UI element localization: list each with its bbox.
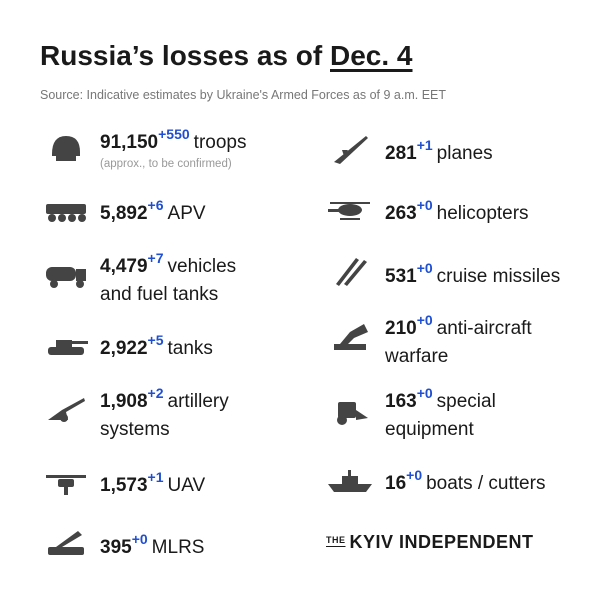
delta: +0 [406,467,423,483]
icon [48,531,84,555]
loss-item: 5,892+6 APV [100,197,206,228]
title: Russia’s losses as of Dec. 4 [40,40,413,72]
first-line: 531+0 cruise missiles [385,260,561,291]
delta: +0 [416,197,433,213]
value: 1,908 [100,391,148,412]
label: tanks [167,338,213,359]
loss-item: 1,573+1 UAV [100,469,206,500]
icon [48,340,88,355]
icon [52,136,80,161]
label-line: and fuel tanks [100,281,236,308]
delta: +6 [147,197,164,213]
first-line: 16+0 boats / cutters [385,467,546,498]
value: 1,573 [100,475,148,496]
loss-item: 263+0 helicopters [385,197,529,228]
icon [48,398,85,422]
value: 163 [385,391,417,412]
source: Source: Indicative estimates by Ukraine'… [40,88,447,102]
icon [337,402,368,425]
label-line: warfare [385,343,532,370]
loss-item: 281+1 planes [385,137,493,168]
icon [328,202,370,220]
delta: +0 [131,531,148,547]
delta: +0 [416,385,433,401]
loss-item: 531+0 cruise missiles [385,260,561,291]
delta: +550 [158,126,190,142]
loss-item: 210+0 anti-aircraft warfare [385,312,532,370]
label: systems [100,419,170,440]
value: 16 [385,473,407,494]
first-line: 1,908+2 artillery [100,385,229,416]
label: helicopters [436,203,529,224]
label: special [436,391,496,412]
icon [336,258,367,286]
first-line: 4,479+7 vehicles [100,250,237,281]
icon [328,470,372,492]
delta: +2 [147,385,164,401]
label: anti-aircraft [436,318,532,339]
loss-item: 4,479+7 vehicles and fuel tanks [100,250,237,308]
logo-the: THE [326,535,346,545]
value: 2,922 [100,338,148,359]
delta: +7 [147,250,164,266]
icon [46,267,86,288]
first-line: 395+0 MLRS [100,531,205,562]
value: 395 [100,537,132,558]
value: 281 [385,143,417,164]
loss-item: 2,922+5 tanks [100,332,213,363]
loss-item: 163+0 special equipment [385,385,496,443]
first-line: 2,922+5 tanks [100,332,213,363]
note: (approx., to be confirmed) [100,158,232,170]
first-line: 1,573+1 UAV [100,469,206,500]
label: UAV [167,475,206,496]
delta: +1 [416,137,433,153]
value: 91,150 [100,132,159,153]
icon [334,136,368,164]
first-line: 5,892+6 APV [100,197,206,228]
label: troops [193,132,247,153]
label: MLRS [151,537,205,558]
label: APV [167,203,206,224]
value: 5,892 [100,203,148,224]
label: vehicles [167,256,237,277]
loss-item: 395+0 MLRS [100,531,205,562]
first-line: 210+0 anti-aircraft [385,312,532,343]
logo-name: KYIV INDEPENDENT [349,532,534,552]
first-line: 91,150+550 troops [100,126,247,157]
label-line: systems [100,416,229,443]
loss-item: 1,908+2 artillery systems [100,385,229,443]
value: 531 [385,266,417,287]
delta: +0 [416,312,433,328]
label: cruise missiles [436,266,561,287]
logo: THE KYIV INDEPENDENT [326,532,534,553]
loss-item: 16+0 boats / cutters [385,467,546,498]
delta: +0 [416,260,433,276]
value: 263 [385,203,417,224]
label: planes [436,143,493,164]
label: warfare [385,346,449,367]
first-line: 163+0 special [385,385,496,416]
icon [46,204,86,222]
label: and fuel tanks [100,284,219,305]
first-line: 281+1 planes [385,137,493,168]
icon [46,475,86,495]
value: 210 [385,318,417,339]
date: Dec. 4 [330,40,413,71]
loss-item: 91,150+550 troops (approx., to be confirme… [100,126,247,171]
value: 4,479 [100,256,148,277]
title-text: Russia’s losses as of [40,40,323,71]
delta: +1 [147,469,164,485]
delta: +5 [147,332,164,348]
label: equipment [385,419,474,440]
label-line: equipment [385,416,496,443]
label: boats / cutters [426,473,546,494]
first-line: 263+0 helicopters [385,197,529,228]
label: artillery [167,391,229,412]
icon [334,324,368,350]
